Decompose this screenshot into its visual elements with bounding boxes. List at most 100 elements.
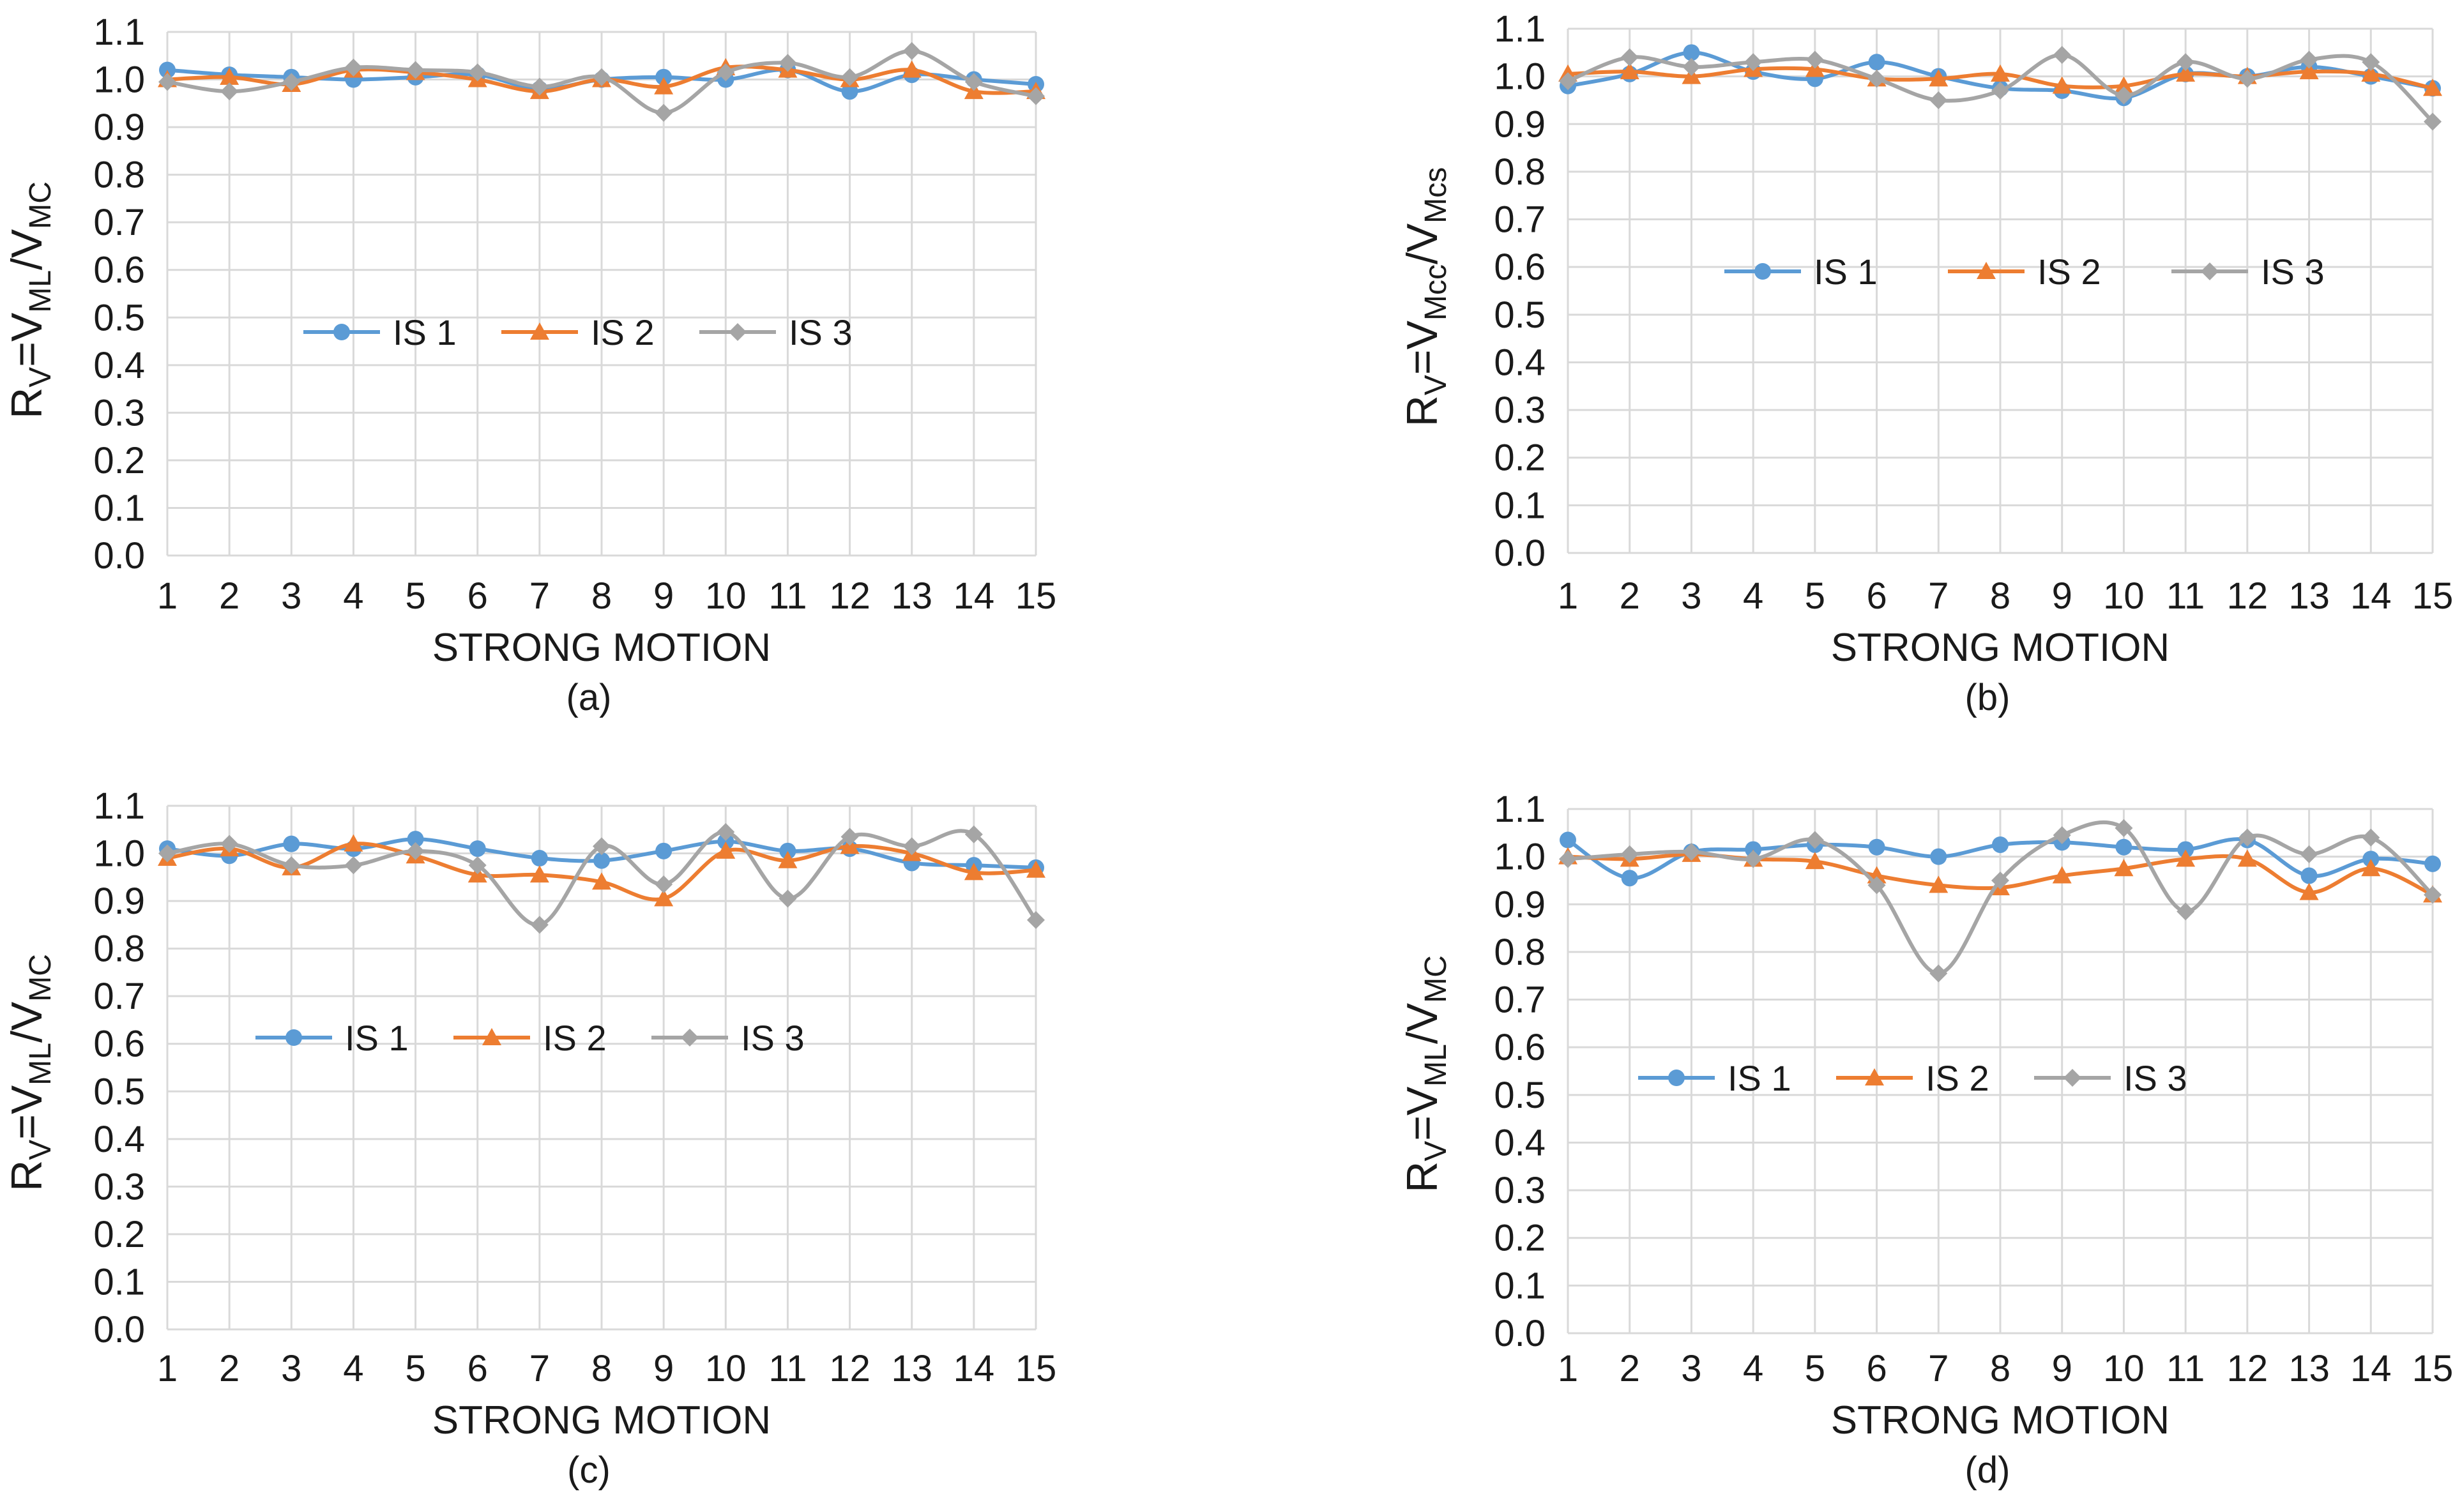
data-point [344, 834, 363, 852]
y-axis-title: RV=VML/VMC [1398, 955, 1453, 1193]
y-tick-label: 0.0 [1494, 1313, 1546, 1354]
data-point [1868, 54, 1885, 71]
data-point [717, 63, 735, 82]
data-point [2300, 50, 2318, 69]
y-tick-label: 1.1 [1494, 8, 1546, 50]
y-tick-label: 0.8 [93, 155, 145, 196]
data-point [282, 856, 301, 875]
x-tick-label: 2 [1620, 1348, 1640, 1389]
data-point [717, 823, 735, 841]
legend-marker [2201, 262, 2219, 280]
y-tick-label: 0.0 [93, 1309, 145, 1350]
data-point [840, 68, 859, 86]
x-tick-label: 9 [653, 575, 674, 617]
gridlines [166, 805, 1037, 1331]
legend-label: IS 1 [345, 1018, 409, 1058]
data-point [2052, 866, 2072, 884]
data-point [1744, 53, 1763, 72]
y-tick-label: 0.6 [1494, 246, 1546, 288]
data-point [1621, 870, 1638, 887]
x-tick-label: 14 [2350, 1348, 2392, 1389]
data-point [1560, 831, 1576, 849]
legend-marker [729, 323, 747, 341]
y-axis-title-part: MC [24, 181, 57, 229]
legend: IS 1 IS 2 IS 3 [255, 1018, 805, 1058]
x-tick-label: 3 [1681, 1348, 1701, 1389]
chart-panel-c: 0.0 0.1 0.2 0.3 0.4 0.5 0.6 0.7 0.8 0.9 1.0 1.1 1 2 3 4… [3, 785, 1056, 1491]
y-axis-title-part: =V [3, 312, 51, 367]
y-tick-label: 1.1 [1494, 789, 1546, 830]
data-point [2177, 53, 2195, 72]
x-tick-label: 10 [705, 575, 747, 617]
series-line [1567, 53, 2435, 123]
x-tick-label: 15 [2412, 575, 2454, 617]
x-tick-label: 9 [2052, 575, 2072, 617]
x-tick-label: 7 [1928, 575, 1949, 617]
data-point [964, 863, 984, 881]
y-axis-title-part: /V [1398, 223, 1447, 264]
y-tick-label: 1.0 [93, 59, 145, 101]
data-point [530, 77, 549, 96]
data-point [1682, 57, 1701, 76]
x-tick-label: 7 [529, 575, 550, 617]
chart-panel-a: 0.00.10.20.30.40.50.60.70.80.91.01.11 2 3 4… [3, 11, 1056, 718]
x-tick-label: 12 [2227, 1348, 2268, 1389]
data-point [1805, 50, 1824, 69]
legend-label: IS 3 [2124, 1058, 2187, 1098]
x-tick-label: 8 [1990, 1348, 2010, 1389]
data-point [655, 103, 673, 122]
y-tick-label: 0.6 [1494, 1027, 1546, 1068]
data-point [1620, 62, 1639, 80]
series-line [167, 829, 1038, 927]
y-axis-title-part: ML [1419, 1044, 1453, 1087]
x-tick-label: 11 [2166, 575, 2205, 617]
series-is-2 [158, 834, 1045, 907]
data-point [2300, 867, 2318, 884]
series-line [167, 49, 1037, 115]
x-tick-label: 1 [157, 575, 178, 617]
y-axis-title-part: MC [1419, 955, 1453, 1003]
y-axis-title-part: R [1398, 395, 1447, 427]
data-point [1929, 91, 1948, 109]
y-tick-label: 0.7 [93, 976, 145, 1017]
data-point [1930, 848, 1947, 865]
x-tick-label: 12 [829, 1348, 870, 1389]
legend-marker [1668, 1070, 1685, 1086]
data-point [1868, 838, 1885, 856]
x-tick-label: 8 [1990, 575, 2010, 617]
data-point [593, 837, 611, 856]
data-point [2361, 859, 2381, 877]
data-point [1026, 860, 1045, 878]
y-axis-title: RV=VML/VMC [3, 181, 57, 419]
series-is-3 [158, 823, 1045, 934]
y-tick-label: 0.8 [93, 928, 145, 970]
data-point [406, 842, 425, 860]
x-tick-label: 10 [705, 1348, 747, 1389]
y-tick-label: 1.0 [93, 833, 145, 875]
y-tick-label: 0.7 [93, 202, 145, 243]
x-tick-label: 1 [1558, 1348, 1578, 1389]
data-point [220, 67, 239, 85]
y-tick-label: 0.8 [1494, 932, 1546, 973]
gridlines [166, 31, 1037, 557]
data-point [1992, 836, 2009, 853]
gridlines [1567, 27, 2434, 554]
y-tick-label: 0.4 [93, 345, 145, 386]
data-point [531, 850, 548, 866]
data-point [158, 73, 176, 91]
y-axis-title-part: /V [3, 229, 51, 270]
x-tick-label: 11 [768, 575, 807, 617]
data-point [2177, 902, 2195, 921]
data-point [2362, 828, 2380, 847]
y-tick-label: 0.9 [1494, 103, 1546, 145]
x-tick-label: 4 [1743, 575, 1763, 617]
y-tick-label: 0.3 [93, 1166, 145, 1207]
y-axis-title-part: V [1419, 375, 1453, 395]
data-point [2424, 112, 2442, 131]
x-tick-label: 3 [281, 1348, 301, 1389]
x-tick-label: 5 [405, 575, 425, 617]
y-tick-label: 0.7 [1494, 199, 1546, 241]
x-tick-label: 12 [2227, 575, 2268, 617]
data-point [468, 856, 487, 875]
x-tick-label: 6 [1866, 1348, 1887, 1389]
